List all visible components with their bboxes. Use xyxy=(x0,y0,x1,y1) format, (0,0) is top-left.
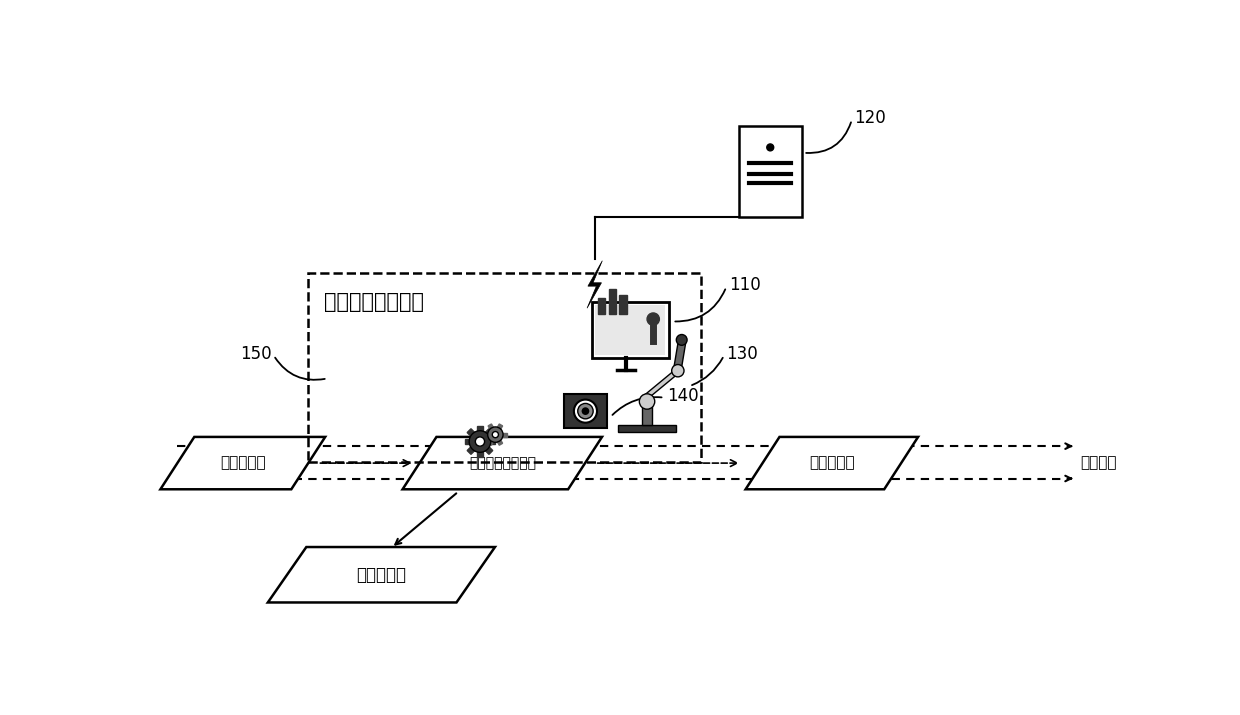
Bar xyxy=(739,126,802,217)
Bar xyxy=(484,433,489,437)
Polygon shape xyxy=(745,437,918,489)
Circle shape xyxy=(676,335,687,345)
Bar xyxy=(477,452,482,457)
Circle shape xyxy=(475,437,485,446)
Bar xyxy=(465,439,470,444)
Circle shape xyxy=(578,403,593,419)
Text: 130: 130 xyxy=(727,345,758,363)
Circle shape xyxy=(647,313,660,325)
Bar xyxy=(609,289,616,314)
Bar xyxy=(489,440,494,445)
Circle shape xyxy=(574,400,596,423)
Bar xyxy=(591,302,668,358)
Bar xyxy=(595,305,665,355)
Text: 表面缺陷检测工序: 表面缺陷检测工序 xyxy=(469,456,536,470)
Polygon shape xyxy=(675,344,686,367)
Text: 不良品流道: 不良品流道 xyxy=(356,566,407,583)
Text: 120: 120 xyxy=(854,109,885,127)
Text: 表面缺陷检测区域: 表面缺陷检测区域 xyxy=(324,292,424,312)
Bar xyxy=(485,447,492,454)
Polygon shape xyxy=(268,547,495,603)
Polygon shape xyxy=(644,370,682,396)
Bar xyxy=(467,447,475,454)
Bar xyxy=(490,439,495,444)
Bar xyxy=(641,402,652,425)
Polygon shape xyxy=(403,437,601,489)
Bar xyxy=(618,425,676,433)
Bar xyxy=(497,440,502,445)
Text: 工艺路线: 工艺路线 xyxy=(1080,455,1116,470)
Polygon shape xyxy=(587,261,603,308)
Bar xyxy=(619,295,627,314)
Circle shape xyxy=(672,365,684,377)
Text: 110: 110 xyxy=(729,276,760,295)
Text: 140: 140 xyxy=(667,387,698,405)
Bar xyxy=(598,298,605,314)
Circle shape xyxy=(469,430,491,453)
Bar xyxy=(477,426,482,432)
Bar xyxy=(497,424,502,429)
Bar xyxy=(467,429,475,436)
Polygon shape xyxy=(160,437,325,489)
Circle shape xyxy=(492,432,498,438)
Bar xyxy=(564,394,606,428)
Circle shape xyxy=(766,144,774,151)
Bar xyxy=(489,424,494,429)
Circle shape xyxy=(582,408,589,415)
Circle shape xyxy=(487,427,503,443)
Text: 下一道工序: 下一道工序 xyxy=(808,455,854,470)
Bar xyxy=(309,273,701,462)
Text: 150: 150 xyxy=(239,345,272,363)
Bar xyxy=(485,429,492,436)
Circle shape xyxy=(640,394,655,409)
Text: 上一道工序: 上一道工序 xyxy=(219,455,265,470)
Bar xyxy=(502,433,506,437)
